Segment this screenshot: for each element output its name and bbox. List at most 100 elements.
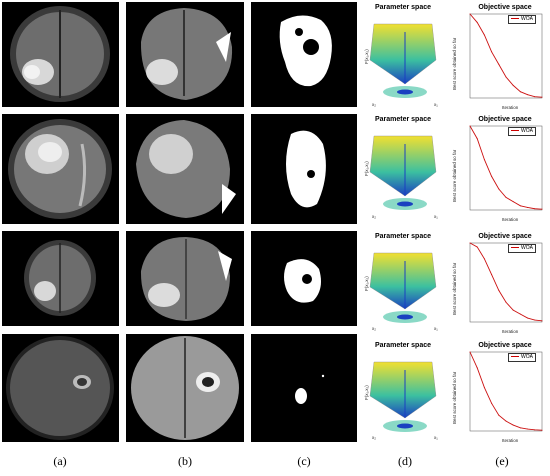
data-point: [527, 428, 529, 430]
data-point: [512, 424, 514, 426]
data-point: [541, 96, 543, 98]
caption-e: (e): [495, 454, 509, 468]
convergence-ylabel: Best score obtained so far: [452, 37, 457, 90]
plot-frame: [469, 125, 543, 211]
surface-title: Parameter space: [374, 116, 432, 123]
convergence-title: Objective space: [478, 342, 532, 349]
caption-c: (c): [297, 454, 311, 468]
mri-original-row2: [2, 114, 119, 224]
data-point: [491, 51, 493, 53]
caption-b: (b): [178, 454, 192, 468]
convergence-legend: WOA: [508, 127, 536, 136]
mask-row1: [251, 2, 357, 107]
mask-row3: [251, 231, 357, 326]
convergence-row1: Objective space WOA Best score obtained …: [448, 2, 548, 112]
convergence-xlabel: Iteration: [502, 105, 519, 110]
surface-xaxis-2: x₁: [434, 214, 438, 219]
data-point: [483, 159, 485, 161]
data-point: [541, 429, 543, 431]
data-point: [476, 246, 478, 248]
series-line-woa: [469, 351, 543, 431]
data-point: [512, 309, 514, 311]
data-point: [505, 196, 507, 198]
surface-xaxis-1: x₂: [372, 102, 376, 107]
convergence-row2: Objective space WOA Best score obtained …: [448, 114, 548, 224]
surface-title: Parameter space: [374, 233, 432, 240]
surface-xaxis-2: x₁: [434, 102, 438, 107]
surface-xaxis-1: x₂: [372, 326, 376, 331]
data-point: [505, 420, 507, 422]
data-point: [483, 258, 485, 260]
surface-title: Parameter space: [374, 342, 432, 349]
convergence-title: Objective space: [478, 116, 532, 123]
surface-ylabel: F(x₁,x₂): [364, 385, 369, 400]
surface-xaxis-2: x₁: [434, 326, 438, 331]
mri-stripped-row3: [126, 231, 244, 326]
caption-d: (d): [398, 454, 412, 468]
data-point: [505, 76, 507, 78]
surface-row2: Parameter space F(x₁,x₂) x₂ x₁: [362, 114, 444, 224]
legend-label: WOA: [521, 16, 533, 22]
surface-title: Parameter space: [374, 4, 432, 11]
surface-xaxis-2: x₁: [434, 435, 438, 440]
mri-stripped-row1: [126, 2, 244, 107]
data-point: [541, 208, 543, 210]
data-point: [476, 367, 478, 369]
data-point: [527, 94, 529, 96]
series-line-woa: [469, 13, 543, 98]
data-point: [534, 319, 536, 321]
data-point: [534, 208, 536, 210]
convergence-legend: WOA: [508, 353, 536, 362]
series-line-woa: [469, 125, 543, 210]
data-point: [512, 201, 514, 203]
data-point: [491, 274, 493, 276]
data-point: [505, 301, 507, 303]
convergence-ylabel: Best score obtained so far: [452, 371, 457, 424]
data-point: [519, 91, 521, 93]
data-point: [498, 188, 500, 190]
convergence-legend: WOA: [508, 15, 536, 24]
convergence-row3: Objective space WOA Best score obtained …: [448, 231, 548, 336]
mask-row2: [251, 114, 357, 224]
mri-stripped-row4: [126, 334, 244, 442]
data-point: [491, 175, 493, 177]
data-point: [498, 414, 500, 416]
convergence-xlabel: Iteration: [502, 438, 519, 443]
surface-xaxis-1: x₂: [372, 214, 376, 219]
surface-row4: Parameter space F(x₁,x₂) x₂ x₁: [362, 340, 444, 445]
mask-row4: [251, 334, 357, 442]
data-point: [469, 242, 471, 244]
data-point: [527, 206, 529, 208]
convergence-legend: WOA: [508, 244, 536, 253]
data-point: [498, 289, 500, 291]
plot-frame: [469, 351, 543, 432]
data-point: [483, 34, 485, 36]
data-point: [541, 320, 543, 322]
surface-ylabel: F(x₁,x₂): [364, 49, 369, 64]
data-point: [491, 402, 493, 404]
convergence-row4: Objective space WOA Best score obtained …: [448, 340, 548, 445]
mri-original-row3: [2, 231, 119, 326]
data-point: [534, 429, 536, 431]
convergence-ylabel: Best score obtained so far: [452, 149, 457, 202]
surface-row3: Parameter space F(x₁,x₂) x₂ x₁: [362, 231, 444, 336]
surface-ylabel: F(x₁,x₂): [364, 161, 369, 176]
data-point: [519, 313, 521, 315]
convergence-title: Objective space: [478, 233, 532, 240]
data-point: [476, 21, 478, 23]
data-point: [512, 84, 514, 86]
legend-label: WOA: [521, 128, 533, 134]
caption-a: (a): [53, 454, 67, 468]
data-point: [534, 96, 536, 98]
legend-label: WOA: [521, 354, 533, 360]
data-point: [469, 13, 471, 15]
legend-label: WOA: [521, 245, 533, 251]
plot-frame: [469, 13, 543, 99]
surface-row1: Parameter space F(x₁,x₂) x₂ x₁: [362, 2, 444, 112]
data-point: [483, 387, 485, 389]
convergence-xlabel: Iteration: [502, 217, 519, 222]
plot-frame: [469, 242, 543, 323]
data-point: [519, 427, 521, 429]
data-point: [498, 63, 500, 65]
mri-original-row4: [2, 334, 119, 442]
